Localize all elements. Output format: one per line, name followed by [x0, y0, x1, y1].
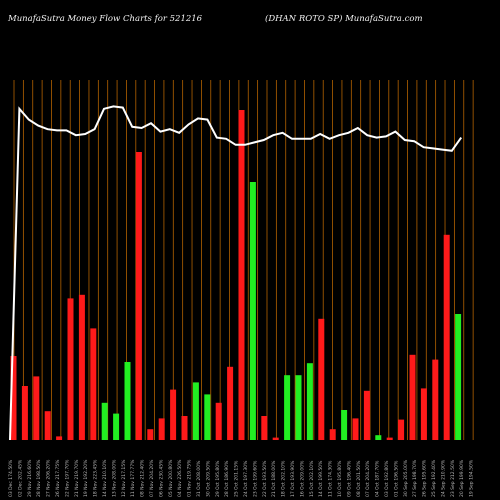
money-flow-bar	[67, 298, 74, 440]
x-tick-label: 30 Sep 205.00%	[403, 459, 409, 497]
x-tick-label: 07 Nov 204.20%	[149, 459, 155, 497]
x-tick-label: 26 Nov 217.75%	[55, 459, 61, 497]
bar-series	[10, 110, 462, 440]
x-tick-label: 01 Nov 219.75%	[187, 459, 193, 497]
x-tick-label: 07 Oct 204.20%	[365, 460, 371, 497]
x-tick-label: 15 Oct 202.10%	[309, 460, 315, 497]
money-flow-bar	[90, 328, 97, 440]
x-tick-label: 09 Oct 196.40%	[346, 460, 352, 497]
money-flow-bar	[204, 394, 211, 440]
x-tick-label: 31 Oct 208.00%	[196, 460, 202, 497]
x-tick-label: 19 Sep 194.50%	[469, 459, 475, 497]
x-tick-label: 18 Oct 202.10%	[281, 460, 287, 497]
x-tick-label: 02 Dec 202.45%	[17, 459, 23, 497]
money-flow-bar	[352, 418, 359, 440]
x-tick-label: 30 Oct 209.50%	[205, 460, 211, 497]
x-tick-label: 06 Nov 230.45%	[158, 459, 164, 497]
money-flow-bar	[56, 436, 63, 440]
x-tick-label: 28 Oct 186.90%	[224, 460, 230, 497]
x-tick-label: 05 Nov 200.80%	[168, 459, 174, 497]
x-tick-label: 23 Oct 199.60%	[252, 460, 258, 497]
money-flow-bar	[443, 234, 450, 440]
x-tick-label: 20 Sep 199.90%	[459, 459, 465, 497]
x-tick-label: 24 Sep 210.90%	[440, 459, 446, 497]
money-flow-bar	[272, 437, 279, 440]
money-flow-bar	[158, 418, 165, 440]
money-flow-bar	[432, 359, 439, 440]
money-flow-bar	[147, 429, 154, 440]
x-tick-label: 11 Oct 174.30%	[328, 460, 334, 497]
money-flow-bar	[341, 410, 348, 440]
x-tick-label: 14 Oct 199.50%	[318, 460, 324, 497]
x-tick-label: 04 Nov 226.50%	[177, 459, 183, 497]
x-tick-label: 27 Nov 206.20%	[46, 459, 52, 497]
chart-subtitle: (DHAN ROTO SP) MunafaSutra.com	[265, 14, 423, 24]
money-flow-bar	[318, 318, 325, 440]
money-flow-line	[9, 105, 463, 441]
money-flow-bar	[135, 152, 142, 440]
flow-line-layer	[9, 105, 463, 441]
x-tick-label: 19 Nov 192.20%	[83, 459, 89, 497]
x-tick-label: 27 Sep 198.70%	[412, 459, 418, 497]
x-tick-label: 29 Nov 216.60%	[27, 459, 33, 497]
money-flow-bar	[420, 388, 427, 440]
x-tick-label: 10 Oct 195.80%	[337, 460, 343, 497]
money-flow-bar	[455, 314, 462, 440]
money-flow-bar	[181, 416, 188, 440]
x-tick-label: 21 Nov 219.70%	[74, 459, 80, 497]
money-flow-bar	[10, 356, 17, 440]
money-flow-bar	[329, 429, 336, 440]
x-tick-label: 25 Oct 201.15%	[234, 460, 240, 497]
x-tick-label: 28 Nov 198.50%	[36, 459, 42, 497]
money-flow-bar	[170, 389, 177, 440]
x-tick-label: 18 Nov 223.45%	[93, 459, 99, 497]
money-flow-bar	[284, 375, 291, 440]
money-flow-bar	[295, 375, 302, 440]
money-flow-bar	[398, 419, 405, 440]
money-flow-bar	[261, 416, 268, 440]
x-tick-label: 03 Dec 174.50%	[8, 459, 14, 497]
x-tick-label: 26 Sep 195.60%	[422, 459, 428, 497]
x-tick-label: 25 Sep 192.40%	[431, 459, 437, 497]
x-tick-label: 13 Nov 208.00%	[111, 459, 117, 497]
x-tick-label: 21 Oct 188.00%	[271, 460, 277, 497]
x-tick-label: 11 Nov 177.77%	[130, 459, 136, 497]
money-flow-bar	[21, 386, 28, 440]
x-tick-label: 16 Oct 209.00%	[299, 460, 305, 497]
money-flow-bar	[306, 363, 313, 440]
x-tick-label: 23 Sep 212.50%	[450, 459, 456, 497]
x-axis-labels: 03 Dec 174.50% 02 Dec 202.45% 29 Nov 216.6…	[8, 459, 475, 497]
x-tick-label: 04 Oct 187.70%	[375, 460, 381, 497]
money-flow-bar	[249, 182, 256, 440]
chart-title: MunafaSutra Money Flow Charts for 521216	[8, 14, 203, 24]
money-flow-bar	[375, 435, 382, 440]
x-tick-label: 12 Nov 217.15%	[121, 459, 127, 497]
money-flow-bar	[227, 366, 234, 440]
x-tick-label: 01 Oct 196.50%	[393, 460, 399, 497]
money-flow-bar	[409, 354, 416, 440]
money-flow-bar	[78, 294, 85, 440]
money-flow-bar	[101, 402, 108, 440]
x-tick-label: 24 Oct 197.30%	[243, 460, 249, 497]
x-tick-label: 08 Oct 201.50%	[356, 460, 362, 497]
money-flow-bar	[124, 362, 131, 440]
money-flow-bar	[386, 437, 393, 440]
x-tick-label: 17 Oct 193.90%	[290, 460, 296, 497]
x-tick-label: 14 Nov 210.10%	[102, 459, 108, 497]
money-flow-bar	[238, 110, 245, 440]
money-flow-bar	[113, 413, 120, 440]
x-tick-label: 22 Nov 197.70%	[64, 459, 70, 497]
x-tick-label: 03 Oct 192.80%	[384, 460, 390, 497]
money-flow-bar	[215, 402, 222, 440]
money-flow-bar	[33, 376, 40, 440]
x-tick-label: 22 Oct 193.50%	[262, 460, 268, 497]
money-flow-bar	[44, 411, 51, 440]
x-tick-label: 29 Oct 195.80%	[215, 460, 221, 497]
x-tick-label: 08 Nov 212.40%	[140, 459, 146, 497]
money-flow-bar	[363, 390, 370, 440]
money-flow-bar	[192, 382, 199, 440]
